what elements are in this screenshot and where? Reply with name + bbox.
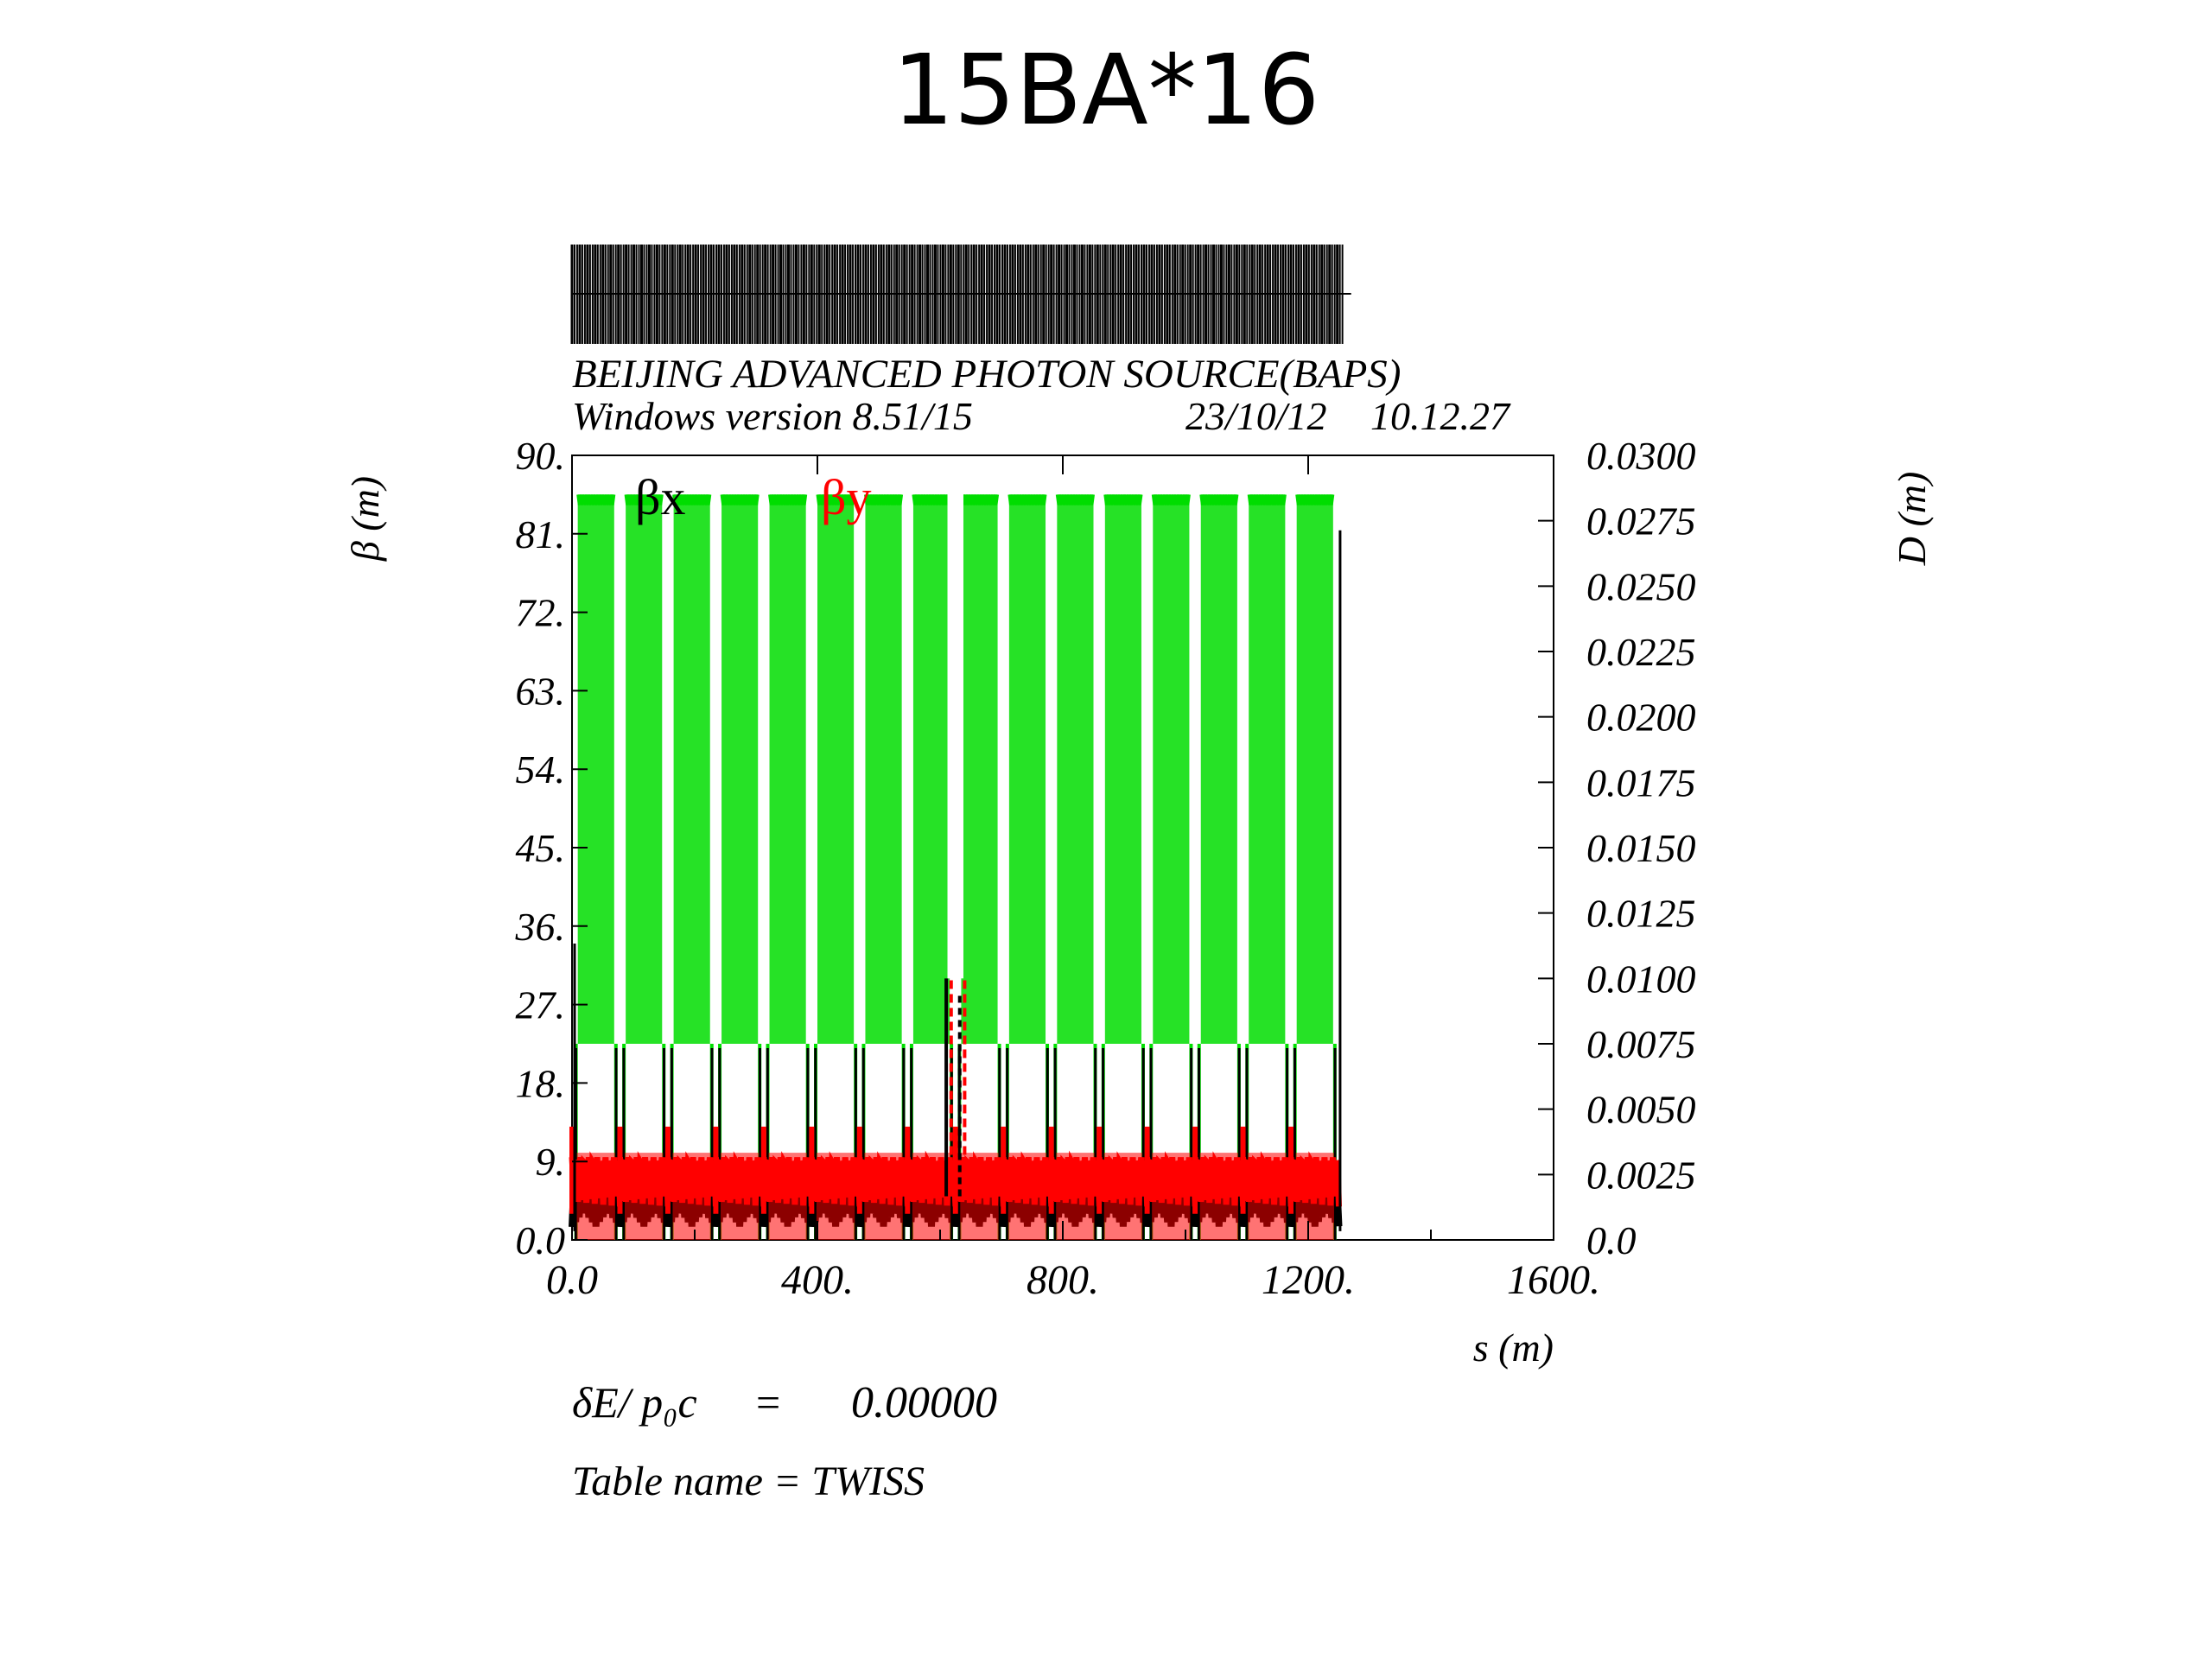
dispersion-block <box>1057 494 1094 1044</box>
beta-y-band <box>1056 1153 1095 1240</box>
beta-y-band <box>1295 1153 1334 1240</box>
dispersion-block <box>721 494 759 1044</box>
beta-y-band <box>960 1153 999 1240</box>
y-right-tick-label: 0.0225 <box>1586 630 1696 674</box>
cell-group <box>1047 494 1103 1240</box>
cell-group <box>1143 494 1199 1240</box>
legend: βx βy <box>635 469 872 525</box>
chart-time: 10.12.27 <box>1370 394 1511 438</box>
chart-subtitle: Windows version 8.51/15 <box>572 394 973 438</box>
y-left-tick-label: 9. <box>536 1140 566 1184</box>
x-tick-label: 800. <box>1027 1257 1099 1303</box>
y-left-tick-label: 90. <box>516 434 566 478</box>
chart-title: BEIJING ADVANCED PHOTON SOURCE(BAPS) <box>572 352 1401 397</box>
beta-y-band <box>816 1153 855 1240</box>
beta-y-band <box>1199 1153 1239 1240</box>
cell-group <box>808 494 863 1240</box>
y-left-tick-label: 63. <box>516 669 566 713</box>
legend-beta-y: βy <box>821 469 872 525</box>
y-left-tick-label: 27. <box>516 983 566 1027</box>
beta-y-band <box>864 1153 903 1240</box>
axis-ticks: 0.0 400. 800. 1200. 1600.0.09.18.27.36.45.54… <box>515 434 1696 1303</box>
dispersion-block <box>817 494 855 1044</box>
dispersion-block <box>961 494 998 1044</box>
energy-equals: = <box>756 1378 780 1427</box>
beta-y-band <box>1248 1153 1287 1240</box>
y-right-tick-label: 0.0075 <box>1586 1022 1696 1066</box>
y-right-tick-label: 0.0125 <box>1586 892 1696 936</box>
x-tick-label: 400. <box>781 1257 854 1303</box>
x-tick-label: 1600. <box>1507 1257 1600 1303</box>
injection-gap <box>947 491 963 979</box>
y-right-tick-label: 0.0200 <box>1586 696 1696 740</box>
beta-y-band <box>720 1153 760 1240</box>
injection-section <box>944 491 967 1197</box>
dispersion-block <box>1296 494 1333 1044</box>
y-right-tick-label: 0.0275 <box>1586 499 1696 543</box>
x-tick-label: 0.0 <box>546 1257 598 1303</box>
y-right-tick-label: 0.0250 <box>1586 564 1696 608</box>
cell-group <box>760 494 816 1240</box>
beta-y-band <box>672 1153 711 1240</box>
energy-label: δE/ p₀c <box>572 1378 697 1427</box>
dispersion-block <box>912 494 950 1044</box>
cell-group <box>1000 494 1055 1240</box>
y-right-tick-label: 0.0100 <box>1586 957 1696 1001</box>
table-name: Table name = TWISS <box>572 1459 925 1504</box>
dispersion-block <box>1249 494 1286 1044</box>
cell-group <box>616 494 671 1240</box>
y-left-tick-label: 72. <box>516 591 566 635</box>
beta-y-band <box>625 1153 664 1240</box>
beta-y-band <box>1103 1153 1143 1240</box>
cell-group <box>1096 494 1151 1240</box>
cell-group <box>664 494 720 1240</box>
dispersion-block <box>1153 494 1190 1044</box>
y-left-tick-label: 36. <box>515 905 566 949</box>
dispersion-block <box>1008 494 1046 1044</box>
cell-group <box>904 494 959 1240</box>
y-axis-right-label: D (m) <box>1890 472 1934 567</box>
y-right-tick-label: 0.0 <box>1586 1218 1637 1262</box>
cell-group <box>855 494 912 1240</box>
y-right-tick-label: 0.0175 <box>1586 760 1696 804</box>
cell-group <box>569 494 624 1240</box>
dispersion-block <box>769 494 806 1044</box>
energy-value: 0.00000 <box>851 1378 997 1427</box>
y-axis-left-label: β (m) <box>343 476 387 562</box>
beta-y-band <box>576 1153 615 1240</box>
y-right-tick-label: 0.0150 <box>1586 826 1696 870</box>
y-right-tick-label: 0.0025 <box>1586 1153 1696 1197</box>
x-axis-label: s (m) <box>1473 1325 1554 1370</box>
y-left-tick-label: 45. <box>516 826 566 870</box>
chart-date: 23/10/12 <box>1185 394 1327 438</box>
x-tick-label: 1200. <box>1262 1257 1355 1303</box>
lattice-element-bar <box>570 245 1351 344</box>
beta-y-band <box>912 1153 951 1240</box>
legend-beta-x: βx <box>635 469 686 525</box>
beta-y-band <box>1152 1153 1191 1240</box>
cell-group <box>1239 494 1294 1240</box>
dispersion-block <box>1104 494 1141 1044</box>
y-right-tick-label: 0.0050 <box>1586 1088 1696 1132</box>
y-right-tick-label: 0.0300 <box>1586 434 1696 478</box>
dispersion-block <box>673 494 710 1044</box>
beta-y-band <box>1007 1153 1047 1240</box>
cell-group <box>1192 494 1247 1240</box>
dispersion-block <box>1200 494 1237 1044</box>
y-left-tick-label: 18. <box>516 1061 566 1105</box>
beta-y-band <box>768 1153 807 1240</box>
y-left-tick-label: 54. <box>516 747 566 791</box>
cell-group <box>712 494 767 1240</box>
dispersion-block <box>626 494 663 1044</box>
dispersion-block <box>865 494 902 1044</box>
plot-curves <box>569 491 1343 1240</box>
slide-title: 15BA*16 <box>892 35 1320 147</box>
cell-group <box>1287 494 1343 1240</box>
y-left-tick-label: 0.0 <box>516 1218 566 1262</box>
y-left-tick-label: 81. <box>516 512 566 556</box>
